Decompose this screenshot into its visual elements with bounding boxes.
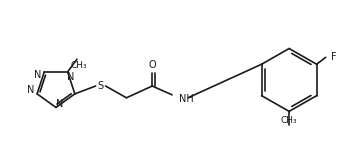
- Text: N: N: [67, 72, 74, 82]
- Text: N: N: [27, 85, 35, 95]
- Text: O: O: [148, 60, 156, 70]
- Text: S: S: [98, 81, 104, 91]
- Text: F: F: [331, 52, 336, 62]
- Text: CH₃: CH₃: [70, 61, 87, 70]
- Text: CH₃: CH₃: [281, 116, 298, 125]
- Text: NH: NH: [179, 94, 194, 104]
- Text: N: N: [56, 99, 64, 109]
- Text: N: N: [34, 70, 41, 80]
